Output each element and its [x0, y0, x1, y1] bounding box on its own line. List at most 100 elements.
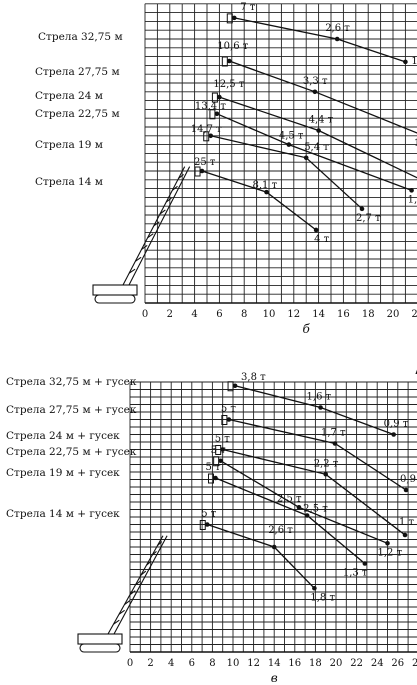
data-label: 7 т — [240, 2, 256, 13]
data-point — [204, 522, 210, 527]
series-3: Стрела 24 м + гусек 5 т 2,2 т 1 т — [6, 430, 415, 538]
crane-lattice — [113, 619, 120, 625]
data-point — [217, 94, 222, 100]
x-tick-label: 16 — [288, 658, 301, 669]
data-point — [385, 540, 390, 546]
data-label: 1,3 т — [343, 568, 368, 579]
panel-subtitle: в — [271, 671, 278, 685]
series-5: Стрела 19 м + гусек 5 т 2,5 т 1,3 т — [6, 462, 368, 579]
data-point — [332, 441, 338, 446]
crane-lattice — [147, 233, 154, 239]
data-label: 5 т — [205, 462, 221, 473]
data-point — [264, 189, 269, 195]
series-name: Стрела 14 м — [35, 176, 103, 188]
data-point — [402, 532, 408, 538]
panel-subtitle: б — [303, 322, 311, 336]
x-tick-label: 10 — [227, 658, 240, 669]
data-label: 2,5 т — [277, 493, 302, 504]
data-label: 25 т — [194, 157, 216, 168]
data-point — [403, 59, 408, 65]
data-label: 2,6 т — [325, 23, 350, 34]
data-label: 5,4 т — [304, 142, 329, 153]
crane-boom-edge — [113, 535, 168, 635]
series-3: Стрела 24 м12,5 т4,4 т1,8 т — [35, 79, 417, 179]
panel-b: 0246810121416182022242624681012141618202… — [35, 2, 417, 336]
x-tick-label: 2 — [167, 309, 173, 320]
x-tick-label: 14 — [268, 658, 281, 669]
data-label: 2,5 т — [303, 504, 328, 515]
data-point — [312, 585, 317, 591]
data-point — [312, 89, 318, 95]
data-point — [227, 58, 232, 64]
crane-track — [79, 643, 121, 653]
data-label: 2,2 т — [314, 458, 339, 469]
data-label: 1 т — [399, 517, 415, 528]
data-point — [286, 142, 292, 147]
data-label: 12,5 т — [213, 79, 244, 90]
crane-lattice — [146, 560, 152, 566]
x-tick-label: 20 — [330, 658, 343, 669]
data-point — [313, 227, 319, 233]
data-point — [362, 561, 368, 566]
data-label: 3,3 т — [303, 76, 328, 87]
series-name: Стрела 32,75 м — [38, 31, 123, 43]
crane-lattice — [141, 245, 148, 250]
data-label: 5 т — [215, 434, 231, 445]
crane-lattice — [128, 268, 136, 274]
series-line — [210, 135, 363, 210]
boom-tip-icon — [194, 166, 201, 177]
x-tick-label: 20 — [387, 309, 400, 320]
grid — [129, 381, 417, 653]
series-name: Стрела 27,75 м + гусек — [6, 404, 137, 416]
data-label: 0,9 т — [400, 474, 417, 485]
data-label: 4 т — [314, 234, 330, 245]
crane-lattice — [118, 609, 125, 615]
series-1: Стрела 32,75 м + гусек 3,8 т 1,6 т 0,9 т — [6, 372, 409, 437]
series-5: Стрела 19 м 14,7 т 5,4 т 2,7 т — [35, 124, 381, 224]
x-tick-label: 6 — [216, 309, 222, 320]
crane-lattice — [153, 221, 160, 227]
x-tick-label: 28 — [412, 658, 417, 669]
data-label: 10,6 т — [217, 41, 248, 52]
data-point — [214, 111, 220, 117]
crane-track — [94, 294, 136, 304]
data-label: 13,4 т — [195, 101, 226, 112]
data-label: 14,7 т — [191, 124, 222, 135]
x-tick-label: 6 — [189, 658, 195, 669]
data-label: 1,2 т — [378, 547, 403, 558]
series-line — [234, 17, 406, 63]
crane-lattice — [135, 580, 141, 586]
series-name: Стрела 24 м + гусек — [6, 430, 120, 442]
data-point — [304, 513, 310, 518]
boom-tip-icon — [221, 56, 228, 67]
crane-lattice — [129, 590, 136, 596]
series-line — [207, 523, 315, 589]
crane-lattice — [172, 185, 178, 191]
x-tick-label: 12 — [287, 309, 300, 320]
crane-lattice — [159, 209, 166, 215]
crane-lattice — [124, 600, 131, 605]
data-label: 4,4 т — [309, 115, 334, 126]
series-name: Стрела 22,75 м — [35, 108, 120, 120]
x-tick-label: 2 — [147, 658, 153, 669]
series-name: Стрела 14 м + гусек — [6, 508, 120, 520]
data-label: 5 т — [201, 509, 217, 520]
data-label: 1,7 т — [321, 428, 346, 439]
x-tick-label: 14 — [312, 309, 325, 320]
series-4: Стрела 22,75 м 13,4 т 4,5 т 1,9 т — [35, 101, 417, 206]
series-6: Стрела 14 м + гусек 5 т 2,6 т 1,8 т — [6, 508, 335, 603]
data-label: 0,9 т — [384, 419, 409, 430]
x-tick-label: 10 — [263, 309, 276, 320]
x-tick-label: 18 — [309, 658, 322, 669]
crane-lattice — [157, 541, 163, 546]
data-label: 1,6 т — [307, 392, 332, 403]
crane-lattice — [135, 256, 142, 262]
x-tick-label: 8 — [209, 658, 215, 669]
data-point — [403, 487, 409, 493]
x-tick-label: 18 — [362, 309, 375, 320]
boom-tip-icon — [199, 520, 206, 530]
data-point — [199, 168, 205, 174]
series-4: Стрела 22,75 м + гусек 5 т 2,5 т 1,2 т — [6, 445, 403, 559]
data-point — [316, 128, 321, 133]
